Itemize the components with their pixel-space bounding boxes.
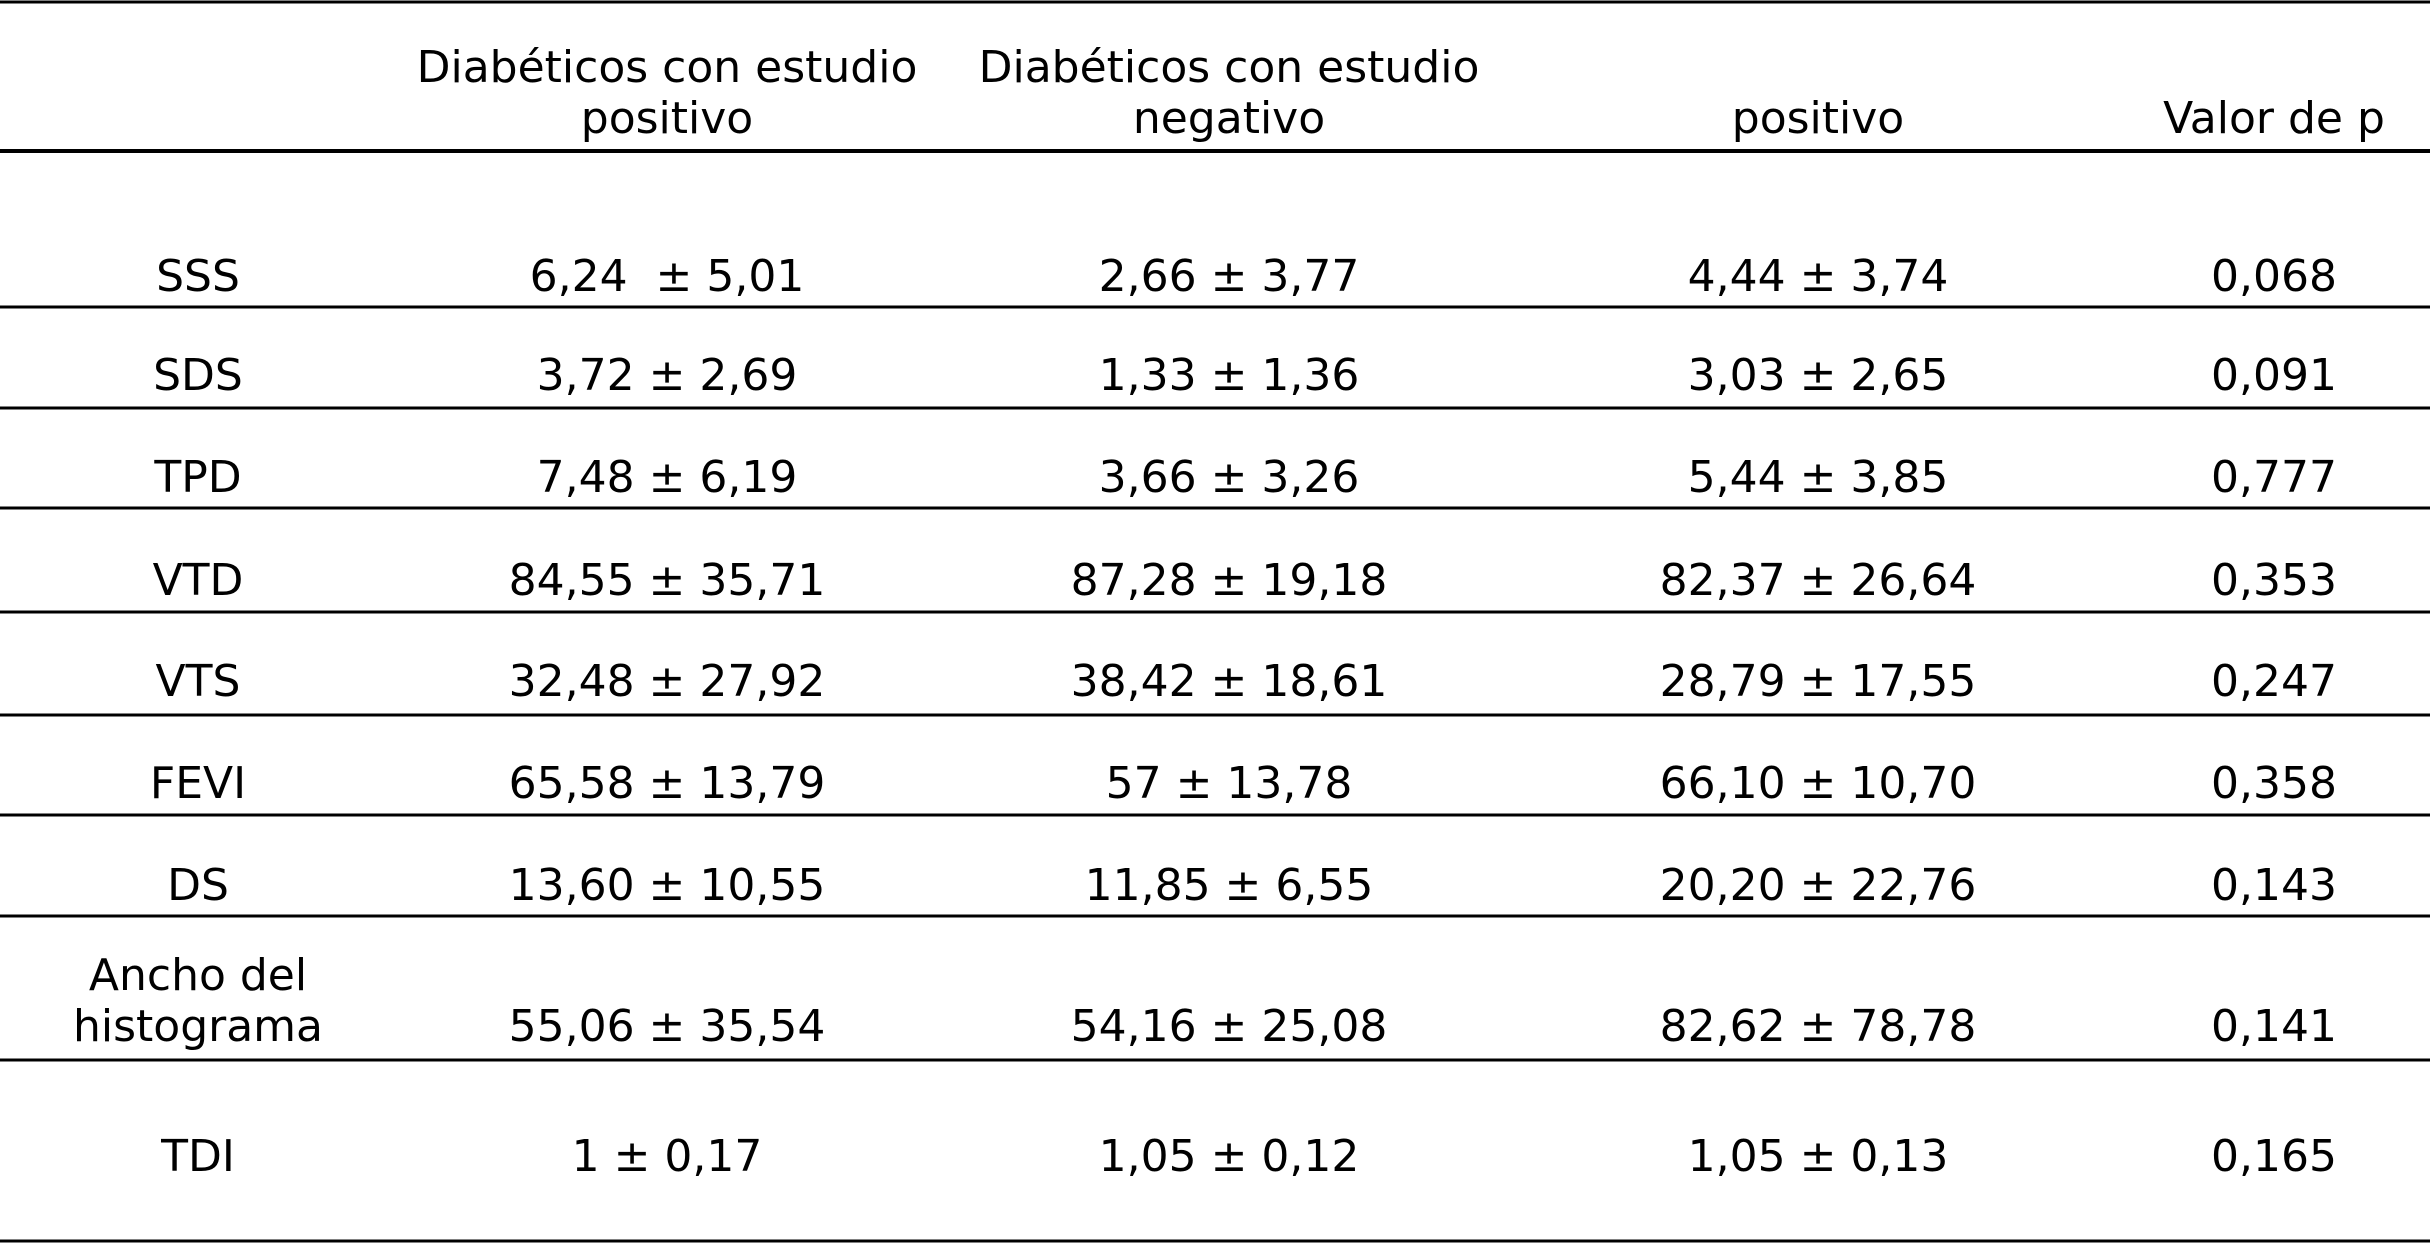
cell: 82,62 ± 78,78 — [1660, 1001, 1977, 1052]
cell: 55,06 ± 35,54 — [509, 1001, 826, 1052]
cell: 54,16 ± 25,08 — [1071, 1001, 1388, 1052]
row-label: FEVI — [150, 758, 246, 809]
cell: 20,20 ± 22,76 — [1660, 860, 1977, 911]
cell: 1,05 ± 0,13 — [1688, 1131, 1949, 1182]
cell: 82,37 ± 26,64 — [1660, 555, 1977, 606]
cell: 1,05 ± 0,12 — [1099, 1131, 1360, 1182]
header-cell: negativo — [1133, 93, 1325, 144]
cell: 0,141 — [2211, 1001, 2337, 1052]
cell: 32,48 ± 27,92 — [509, 656, 826, 707]
cell: 13,60 ± 10,55 — [509, 860, 826, 911]
header-cell: positivo — [1732, 93, 1904, 144]
row-label: SDS — [153, 350, 243, 401]
cell: 5,44 ± 3,85 — [1688, 452, 1949, 503]
cell: 3,03 ± 2,65 — [1688, 350, 1949, 401]
cell: 87,28 ± 19,18 — [1071, 555, 1388, 606]
cell: 65,58 ± 13,79 — [509, 758, 826, 809]
cell: 1,33 ± 1,36 — [1099, 350, 1360, 401]
row-label: TPD — [153, 452, 241, 503]
row-label: Ancho del — [89, 950, 307, 1001]
cell: 28,79 ± 17,55 — [1660, 656, 1977, 707]
header-cell: Diabéticos con estudio — [979, 42, 1480, 93]
cell: 4,44 ± 3,74 — [1688, 251, 1949, 302]
cell: 2,66 ± 3,77 — [1099, 251, 1360, 302]
cell: 3,66 ± 3,26 — [1099, 452, 1360, 503]
cell: 0,358 — [2211, 758, 2337, 809]
cell: 84,55 ± 35,71 — [509, 555, 826, 606]
header-cell: Valor de p — [2163, 93, 2385, 144]
cell: 66,10 ± 10,70 — [1660, 758, 1977, 809]
cell: 0,777 — [2211, 452, 2337, 503]
header-cell: Diabéticos con estudio — [417, 42, 918, 93]
cell: 7,48 ± 6,19 — [537, 452, 798, 503]
cell: 6,24 ± 5,01 — [530, 251, 805, 302]
cell: 11,85 ± 6,55 — [1085, 860, 1374, 911]
header-cell: positivo — [581, 93, 753, 144]
cell: 38,42 ± 18,61 — [1071, 656, 1388, 707]
row-label: VTS — [156, 656, 241, 707]
cell: 1 ± 0,17 — [572, 1131, 763, 1182]
row-label: TDI — [160, 1131, 235, 1182]
cell: 0,091 — [2211, 350, 2337, 401]
cell: 57 ± 13,78 — [1106, 758, 1353, 809]
cell: 0,165 — [2211, 1131, 2337, 1182]
row-label: histograma — [73, 1001, 323, 1052]
cell: 0,353 — [2211, 555, 2337, 606]
row-label: SSS — [156, 251, 240, 302]
row-label: VTD — [153, 555, 244, 606]
cell: 0,143 — [2211, 860, 2337, 911]
cell: 0,247 — [2211, 656, 2337, 707]
cell: 3,72 ± 2,69 — [537, 350, 798, 401]
cell: 0,068 — [2211, 251, 2337, 302]
row-label: DS — [167, 860, 229, 911]
